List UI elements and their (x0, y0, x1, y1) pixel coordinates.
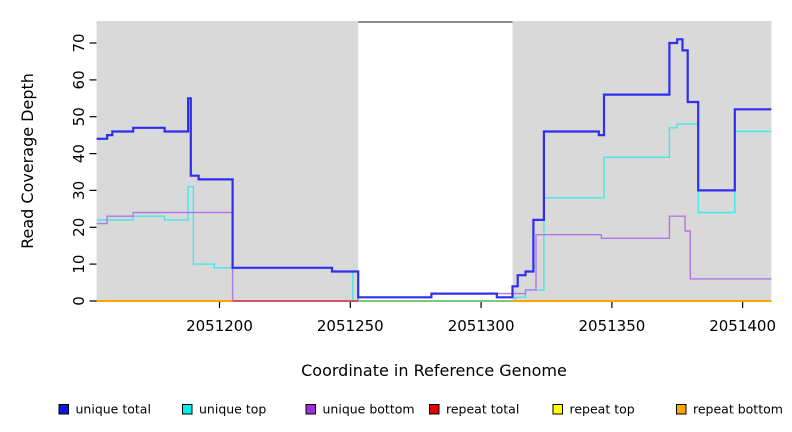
legend-swatch-icon (58, 404, 69, 415)
x-tick-label: 2051400 (709, 317, 776, 335)
legend-label: unique total (76, 402, 151, 417)
coverage-gap-region (358, 21, 513, 302)
y-tick-label: 50 (70, 107, 88, 126)
legend-swatch-icon (429, 404, 440, 415)
legend-item-unique-total: unique total (58, 402, 151, 417)
x-tick-label: 2051250 (317, 317, 384, 335)
x-tick-label: 2051200 (186, 317, 253, 335)
legend-swatch-icon (552, 404, 563, 415)
legend-item-unique-bottom: unique bottom (305, 402, 415, 417)
legend-label: repeat total (446, 402, 519, 417)
y-axis-title: Read Coverage Depth (18, 73, 37, 249)
y-tick-label: 0 (70, 296, 88, 306)
legend-label: unique top (199, 402, 266, 417)
legend-item-repeat-bottom: repeat bottom (676, 402, 783, 417)
legend-item-repeat-top: repeat top (552, 402, 635, 417)
legend-label: unique bottom (323, 402, 415, 417)
legend-swatch-icon (182, 404, 193, 415)
series-unique-bottom-line (96, 211, 772, 302)
series-unique-total-line (96, 38, 772, 299)
x-tick-label: 2051350 (578, 317, 645, 335)
y-tick-label: 30 (70, 181, 88, 200)
legend-item-unique-top: unique top (182, 402, 266, 417)
legend-item-repeat-total: repeat total (429, 402, 519, 417)
x-axis-title: Coordinate in Reference Genome (301, 361, 567, 380)
x-tick-label: 2051300 (448, 317, 515, 335)
y-tick-label: 10 (70, 255, 88, 274)
legend-swatch-icon (676, 404, 687, 415)
series-unique-top-line (96, 123, 772, 302)
y-tick-label: 20 (70, 218, 88, 237)
legend-label: repeat top (570, 402, 635, 417)
y-tick-label: 70 (70, 33, 88, 52)
legend-label: repeat bottom (693, 402, 783, 417)
legend-swatch-icon (305, 404, 316, 415)
y-tick-label: 40 (70, 144, 88, 163)
y-tick-label: 60 (70, 70, 88, 89)
